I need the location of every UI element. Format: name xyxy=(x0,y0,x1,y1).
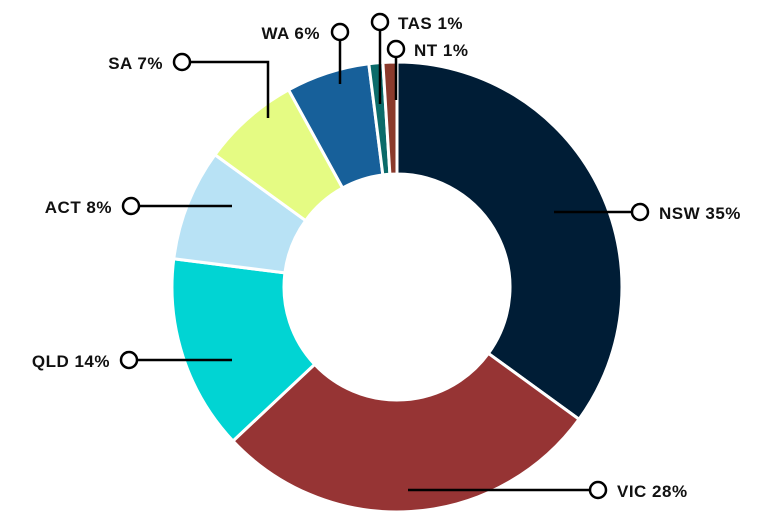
label-sa: SA 7% xyxy=(108,54,163,73)
label-vic: VIC 28% xyxy=(617,482,688,501)
leader-marker-nsw xyxy=(630,202,650,222)
slice-nt xyxy=(381,60,399,176)
donut-slices xyxy=(170,60,624,514)
leader-marker-tas xyxy=(370,12,390,32)
leader-marker-wa xyxy=(330,22,350,42)
label-act: ACT 8% xyxy=(45,198,112,217)
leader-marker-act xyxy=(121,196,141,216)
label-wa: WA 6% xyxy=(261,24,320,43)
segment-labels: NSW 35% VIC 28% QLD 14% ACT 8% SA 7% WA 6% TAS… xyxy=(32,14,741,501)
label-qld: QLD 14% xyxy=(32,352,110,371)
leader-marker-sa xyxy=(172,52,192,72)
label-nsw: NSW 35% xyxy=(659,204,741,223)
label-nt: NT 1% xyxy=(414,41,468,60)
slice-nsw xyxy=(395,60,624,422)
label-tas: TAS 1% xyxy=(398,14,463,33)
leader-marker-vic xyxy=(588,480,608,500)
leader-lines xyxy=(119,12,650,500)
leader-line-sa xyxy=(190,60,270,118)
leader-marker-nt xyxy=(386,39,406,59)
leader-marker-qld xyxy=(119,350,139,370)
